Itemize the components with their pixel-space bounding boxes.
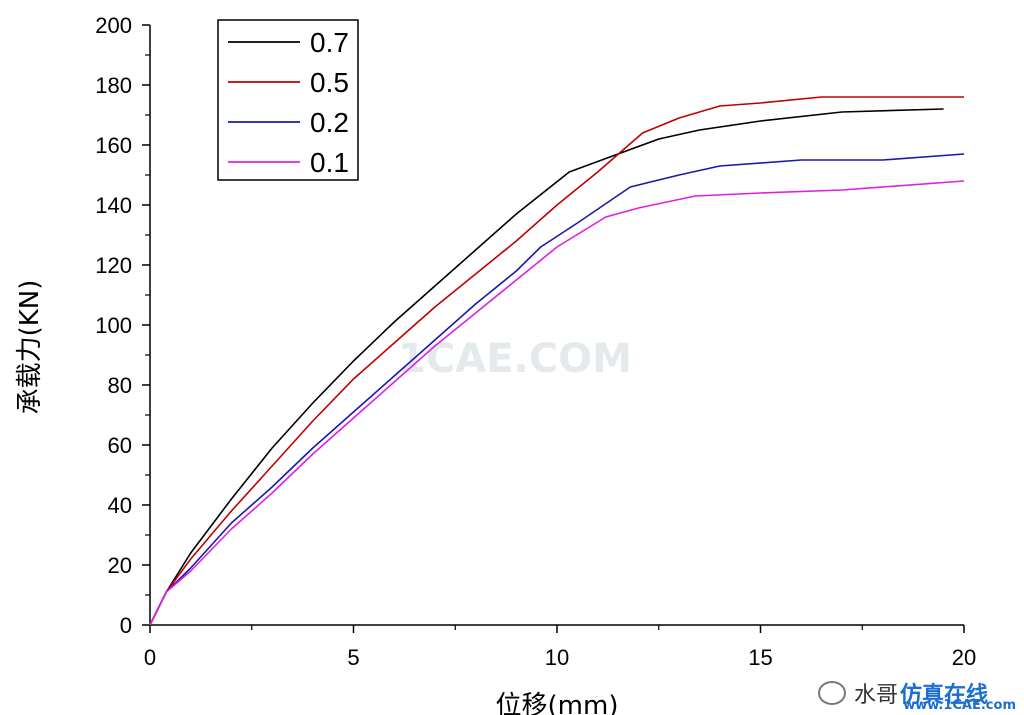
y-tick-label: 80 bbox=[108, 373, 132, 398]
y-axis-label: 承载力(KN) bbox=[15, 280, 45, 415]
y-tick-label: 160 bbox=[95, 133, 132, 158]
legend-box bbox=[217, 19, 359, 181]
y-tick-label: 0 bbox=[120, 613, 132, 638]
y-tick-label: 100 bbox=[95, 313, 132, 338]
y-tick-label: 140 bbox=[95, 193, 132, 218]
y-tick-label: 200 bbox=[95, 13, 132, 38]
legend-label-0.5: 0.5 bbox=[310, 67, 349, 98]
watermark-center: 1CAE.COM bbox=[398, 336, 632, 382]
x-axis-label: 位移(mm) bbox=[496, 691, 619, 715]
x-tick-label: 15 bbox=[748, 645, 772, 670]
watermark-brand-blue: 仿真在线 bbox=[900, 683, 989, 708]
watermark-site: www.1CAE.com bbox=[903, 698, 1016, 713]
x-tick-label: 20 bbox=[952, 645, 976, 670]
watermark-brand-dark: 水哥 bbox=[854, 683, 899, 708]
y-tick-label: 40 bbox=[108, 493, 132, 518]
series-line-0.2 bbox=[149, 153, 965, 626]
y-tick-label: 60 bbox=[108, 433, 132, 458]
legend: 0.7 0.5 0.2 0.1 bbox=[217, 19, 359, 181]
legend-label-0.2: 0.2 bbox=[310, 107, 349, 138]
series-line-0.7 bbox=[149, 108, 944, 626]
y-tick-label: 20 bbox=[108, 553, 132, 578]
x-tick-label: 10 bbox=[545, 645, 569, 670]
wechat-icon bbox=[818, 681, 846, 705]
series-lines bbox=[149, 96, 965, 626]
series-line-0.5 bbox=[149, 96, 964, 626]
watermark-brand: 水哥 仿真在线 bbox=[818, 676, 988, 710]
y-tick-label: 120 bbox=[95, 253, 132, 278]
y-tick-label: 180 bbox=[95, 73, 132, 98]
legend-label-0.7: 0.7 bbox=[310, 27, 349, 58]
x-tick-label: 0 bbox=[144, 645, 156, 670]
series-line-0.1 bbox=[149, 180, 965, 626]
x-tick-label: 5 bbox=[347, 645, 359, 670]
legend-label-0.1: 0.1 bbox=[310, 147, 349, 178]
